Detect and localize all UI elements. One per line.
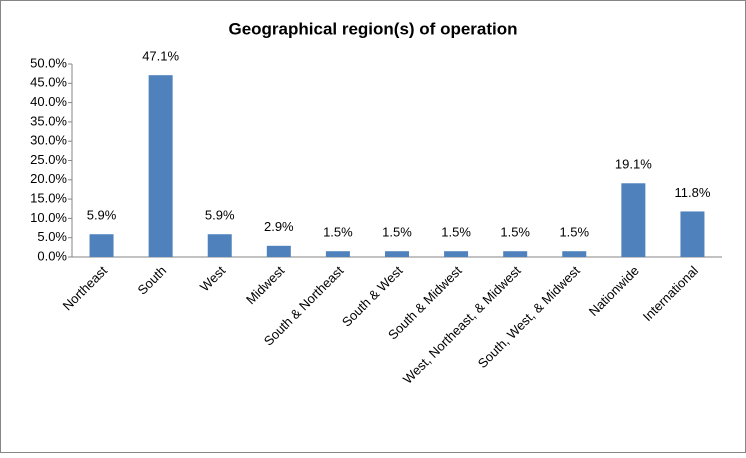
y-tick-label: 10.0% bbox=[30, 210, 67, 225]
y-tick-label: 20.0% bbox=[30, 171, 67, 186]
bar bbox=[325, 251, 350, 257]
data-label: 5.9% bbox=[87, 208, 117, 223]
bar bbox=[385, 251, 409, 257]
data-label: 1.5% bbox=[441, 225, 471, 240]
bar bbox=[444, 251, 469, 257]
y-tick-label: 35.0% bbox=[30, 113, 67, 128]
bar bbox=[503, 251, 528, 257]
data-label: 11.8% bbox=[675, 185, 711, 200]
y-tick-label: 45.0% bbox=[30, 75, 67, 90]
y-tick-label: 5.0% bbox=[37, 229, 67, 244]
bar bbox=[89, 234, 114, 257]
y-tick-label: 0.0% bbox=[37, 248, 67, 263]
y-tick-label: 25.0% bbox=[30, 152, 67, 167]
y-tick-label: 50.0% bbox=[30, 55, 67, 70]
y-tick-label: 15.0% bbox=[30, 191, 67, 206]
data-label: 1.5% bbox=[500, 225, 530, 240]
data-label: 1.5% bbox=[382, 225, 412, 240]
data-label: 2.9% bbox=[264, 219, 294, 234]
y-tick-label: 30.0% bbox=[30, 133, 67, 148]
data-label: 1.5% bbox=[323, 225, 353, 240]
chart-title: Geographical region(s) of operation bbox=[228, 19, 517, 38]
data-label: 5.9% bbox=[205, 208, 235, 223]
bar bbox=[562, 251, 587, 257]
data-label: 19.1% bbox=[615, 157, 652, 172]
bar bbox=[207, 234, 232, 257]
y-tick-label: 40.0% bbox=[30, 94, 67, 109]
data-label: 1.5% bbox=[559, 225, 589, 240]
data-label: 47.1% bbox=[142, 49, 179, 64]
bar bbox=[148, 75, 173, 257]
bar bbox=[680, 211, 705, 257]
bar bbox=[266, 245, 291, 257]
bar bbox=[621, 183, 646, 257]
